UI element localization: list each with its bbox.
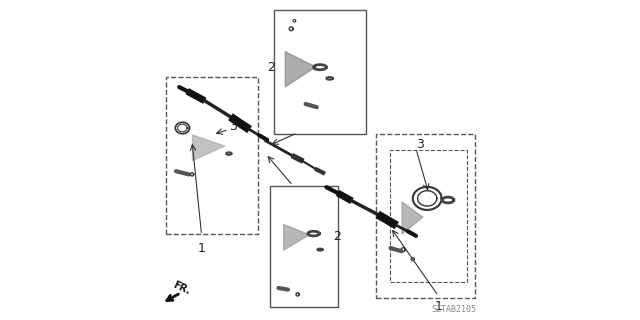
Text: 1: 1 (435, 300, 442, 313)
Text: 2: 2 (333, 230, 340, 243)
Text: 3: 3 (416, 138, 424, 151)
Text: SZTAB2105: SZTAB2105 (432, 305, 477, 314)
Text: 1: 1 (198, 242, 205, 255)
Text: 2: 2 (267, 61, 275, 74)
Text: FR.: FR. (172, 279, 192, 296)
Text: 3: 3 (229, 120, 237, 133)
